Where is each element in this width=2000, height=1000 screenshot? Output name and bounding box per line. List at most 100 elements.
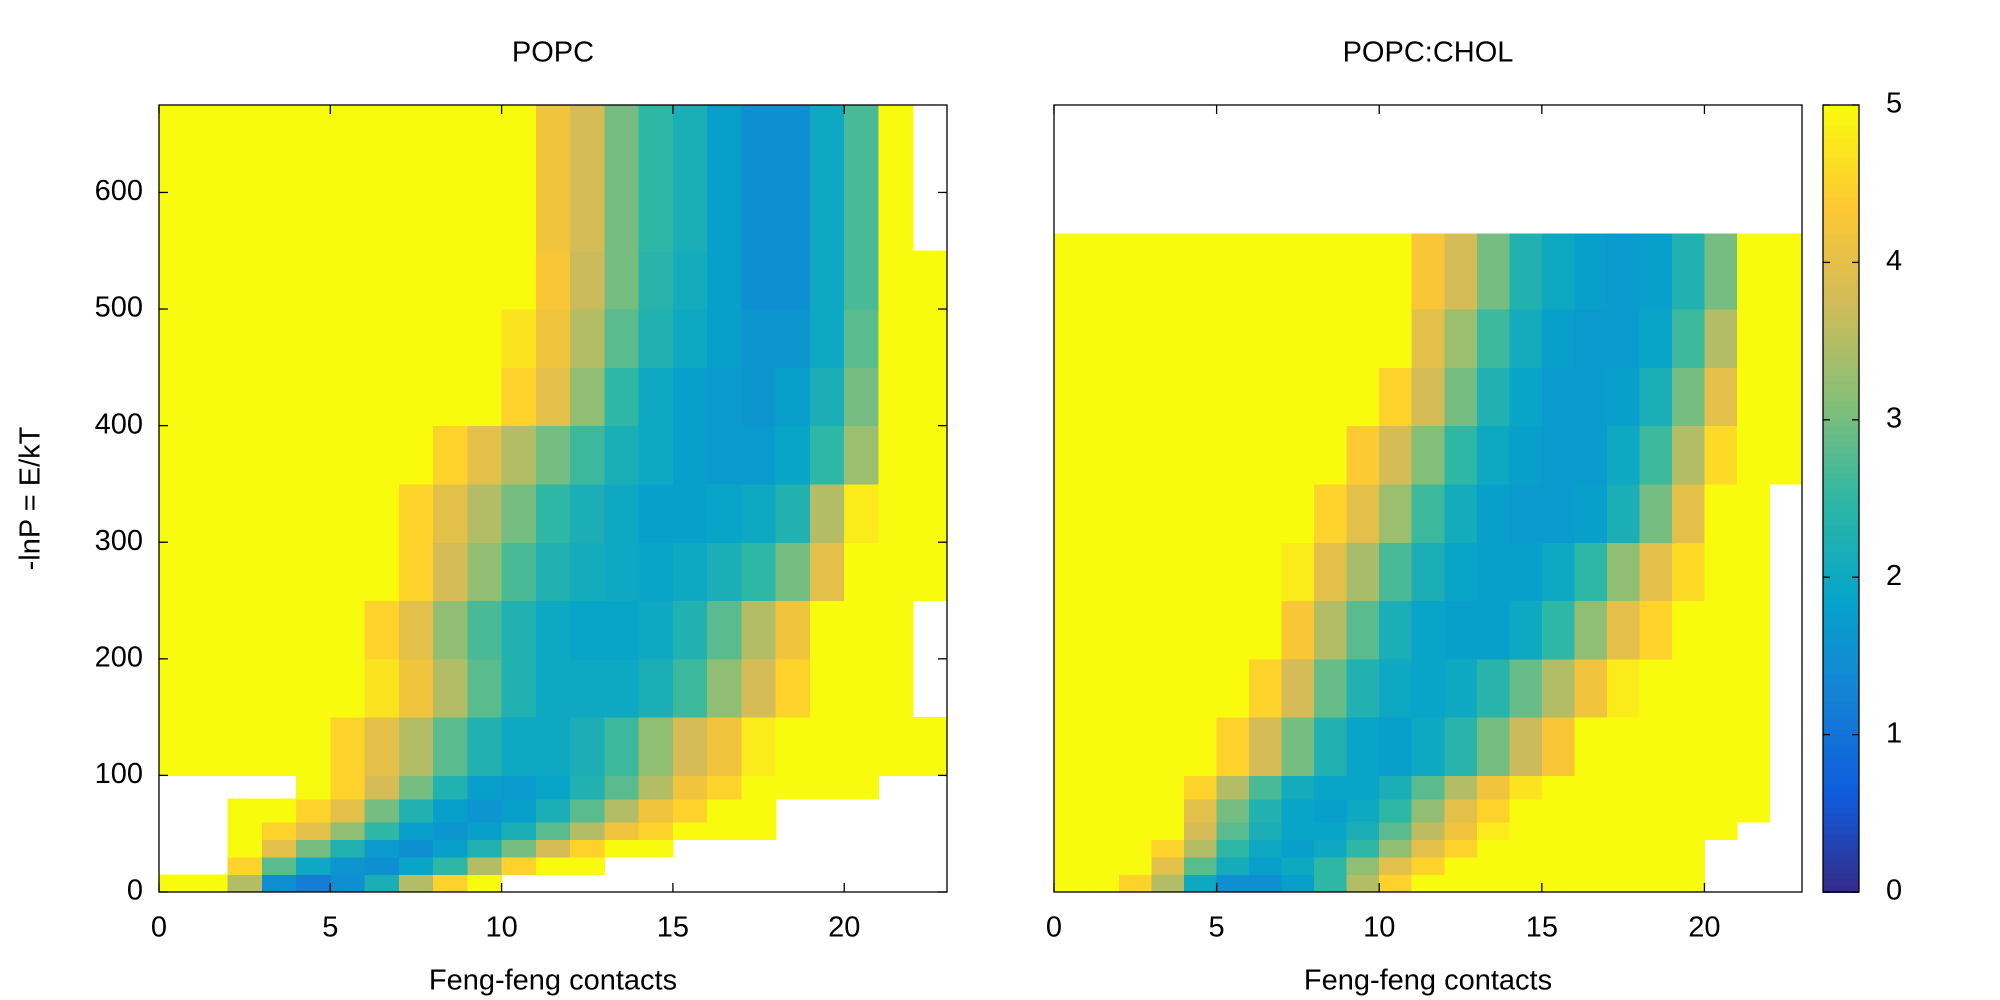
heatmap-cell: [433, 717, 468, 777]
colorbar-tick-label: 4: [1886, 245, 1902, 277]
heatmap-cell: [1054, 839, 1088, 858]
heatmap-cell: [1411, 874, 1445, 892]
colorbar-swatch: [1823, 209, 1859, 218]
colorbar-swatch: [1823, 111, 1859, 119]
colorbar-swatch: [1823, 268, 1859, 277]
heatmap-cell: [1346, 822, 1380, 841]
colorbar-swatch: [1823, 288, 1859, 296]
heatmap-cell: [1606, 775, 1640, 800]
heatmap-cell: [364, 839, 400, 858]
heatmap-cell: [1541, 600, 1575, 660]
colorbar-swatch: [1823, 150, 1859, 159]
heatmap-cell: [1411, 839, 1445, 858]
heatmap-cell: [159, 309, 194, 368]
heatmap-cell: [1281, 874, 1315, 892]
heatmap-cell: [535, 775, 571, 800]
heatmap-cell: [501, 367, 537, 427]
heatmap-cell: [1541, 717, 1575, 777]
colorbar-swatch: [1823, 570, 1859, 578]
heatmap-cell: [433, 105, 468, 194]
colorbar-swatch: [1823, 170, 1859, 178]
heatmap-cell: [570, 367, 605, 427]
heatmap-cell: [1671, 658, 1706, 718]
heatmap-cell: [775, 425, 811, 485]
heatmap-cell: [1249, 542, 1283, 602]
y-tick-label: 500: [95, 292, 143, 324]
heatmap-cell: [707, 192, 743, 252]
heatmap-cell: [467, 839, 503, 858]
heatmap-cell: [570, 775, 605, 800]
heatmap-cell: [535, 309, 571, 368]
heatmap-cell: [672, 542, 708, 602]
heatmap-cell: [364, 775, 400, 800]
heatmap-cell: [467, 250, 503, 310]
colorbar-swatch: [1823, 400, 1859, 408]
heatmap-cell: [501, 105, 537, 194]
heatmap-cell: [604, 822, 640, 841]
colorbar-swatch: [1823, 662, 1859, 670]
heatmap-cell: [638, 798, 674, 823]
heatmap-cell: [1704, 822, 1738, 841]
heatmap-cell: [433, 775, 468, 800]
colorbar-swatch: [1823, 695, 1859, 703]
heatmap-cell: [1281, 542, 1315, 602]
heatmap-cell: [638, 250, 674, 310]
heatmap-cell: [535, 105, 571, 194]
heatmap-cell: [1151, 367, 1185, 427]
heatmap-cell: [227, 822, 263, 841]
heatmap-cell: [467, 822, 503, 841]
heatmap-cell: [1639, 874, 1673, 892]
heatmap-cell: [604, 775, 640, 800]
heatmap-cell: [1476, 775, 1510, 800]
heatmap-cell: [844, 192, 880, 252]
colorbar-swatch: [1823, 872, 1859, 880]
heatmap-cell: [433, 798, 468, 823]
colorbar-swatch: [1823, 511, 1859, 519]
heatmap-cell: [1216, 822, 1250, 841]
heatmap-cell: [1574, 798, 1608, 823]
colorbar-swatch: [1823, 655, 1859, 664]
heatmap-cell: [1541, 822, 1575, 841]
heatmap-cell: [707, 542, 743, 602]
heatmap-cell: [159, 192, 194, 252]
heatmap-cell: [1346, 857, 1380, 876]
heatmap-cell: [1541, 658, 1575, 718]
heatmap-cell: [775, 600, 811, 660]
y-axis-label: -lnP = E/kT: [15, 426, 47, 570]
colorbar-swatch: [1823, 669, 1859, 677]
heatmap-cell: [467, 775, 503, 800]
heatmap-cell: [296, 483, 331, 543]
colorbar-swatch: [1823, 459, 1859, 467]
heatmap-cell: [330, 542, 366, 602]
heatmap-cell: [1444, 857, 1478, 876]
heatmap-cell: [1671, 874, 1706, 892]
colorbar-swatch: [1823, 295, 1859, 303]
colorbar-tick-label: 5: [1886, 88, 1902, 120]
heatmap-cell: [159, 250, 194, 310]
heatmap-cell: [1671, 857, 1706, 876]
heatmap-cell: [741, 798, 777, 823]
heatmap-cell: [672, 192, 708, 252]
heatmap-cell: [1671, 542, 1706, 602]
colorbar-swatch: [1823, 341, 1859, 349]
heatmap-cell: [1281, 857, 1315, 876]
heatmap-cell: [159, 542, 194, 602]
heatmap-cell: [741, 775, 777, 800]
heatmap-cell: [1086, 798, 1120, 823]
heatmap-cell: [227, 483, 263, 543]
colorbar-swatch: [1823, 413, 1859, 421]
heatmap-cell: [775, 717, 811, 777]
colorbar-swatch: [1823, 557, 1859, 565]
heatmap-cell: [912, 542, 947, 602]
heatmap-cell: [1574, 425, 1608, 485]
heatmap-cell: [330, 425, 366, 485]
heatmap-cell: [1606, 874, 1640, 892]
heatmap-cell: [1444, 233, 1478, 310]
heatmap-cell: [912, 425, 947, 485]
y-tick-label: 300: [95, 525, 143, 557]
heatmap-cell: [1119, 483, 1153, 543]
heatmap-cell: [159, 483, 194, 543]
x-tick-label: 20: [1688, 912, 1720, 944]
heatmap-cell: [1249, 717, 1283, 777]
heatmap-cell: [398, 857, 434, 876]
